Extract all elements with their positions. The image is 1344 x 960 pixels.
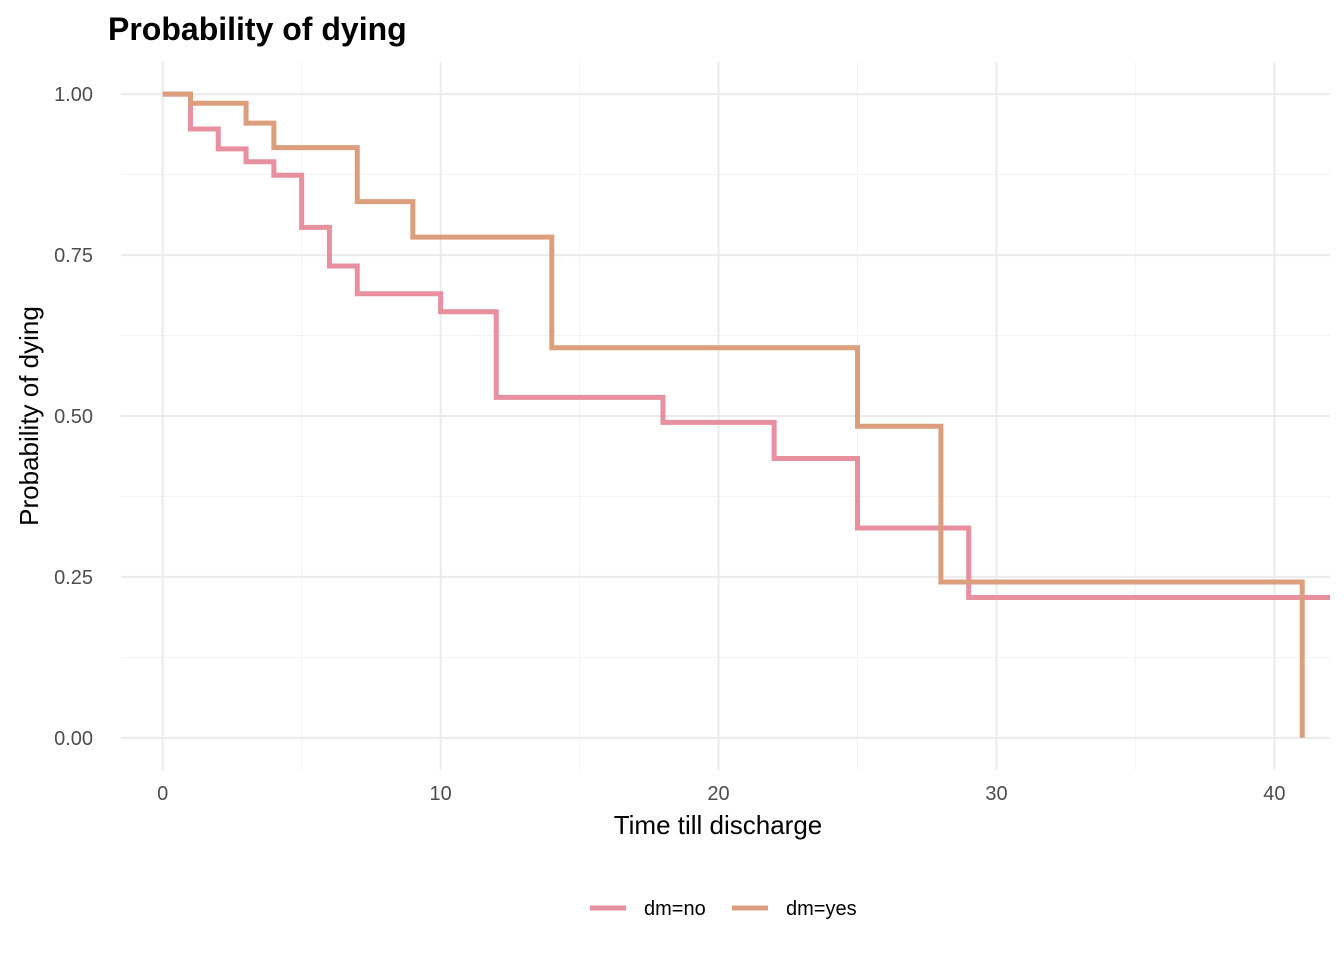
y-axis-title: Probability of dying (14, 306, 44, 526)
y-tick-label: 0.50 (54, 406, 93, 428)
x-axis-title: Time till discharge (614, 810, 823, 840)
chart-title: Probability of dying (108, 11, 407, 47)
legend-label-1: dm=no (644, 898, 706, 920)
series-line-2 (162, 91, 1305, 738)
series-lines (162, 91, 1330, 738)
grid (121, 62, 1330, 770)
legend: dm=no dm=yes (590, 898, 857, 920)
legend-label-2: dm=yes (786, 898, 857, 920)
x-axis-ticks: 0 10 20 30 40 (157, 783, 1285, 805)
x-tick-label: 30 (985, 783, 1007, 805)
x-tick-label: 40 (1263, 783, 1285, 805)
x-tick-label: 0 (157, 783, 168, 805)
x-tick-label: 20 (707, 783, 729, 805)
y-tick-label: 1.00 (54, 84, 93, 106)
series-line-1 (162, 91, 1330, 601)
y-tick-label: 0.25 (54, 567, 93, 589)
y-tick-label: 0.75 (54, 245, 93, 267)
x-tick-label: 10 (429, 783, 451, 805)
y-axis-ticks: 0.00 0.25 0.50 0.75 1.00 (54, 84, 93, 750)
y-tick-label: 0.00 (54, 728, 93, 750)
